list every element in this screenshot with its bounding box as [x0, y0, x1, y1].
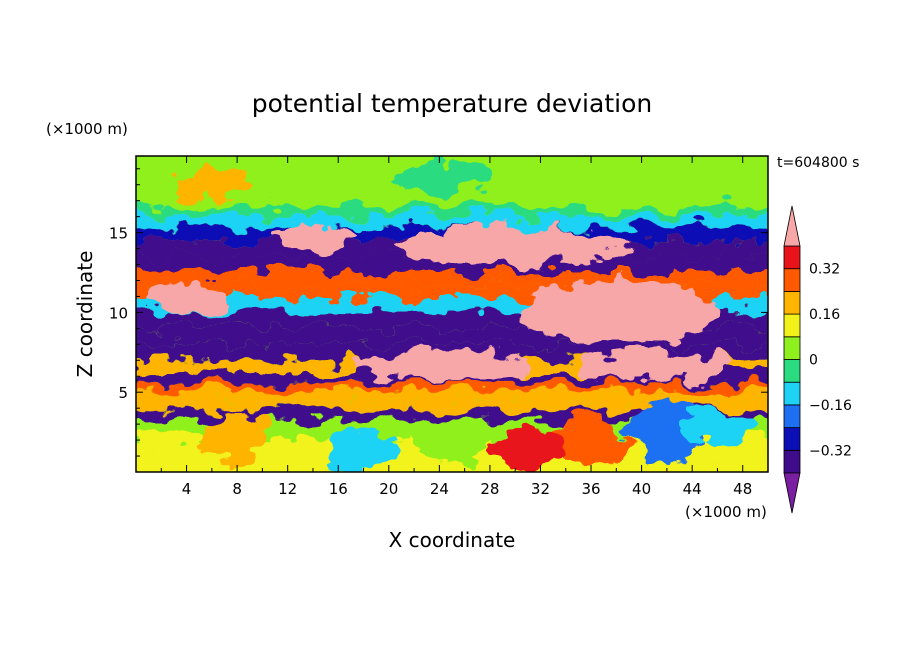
- colorbar-swatch: [783, 449, 801, 474]
- colorbar-label: −0.32: [809, 443, 852, 459]
- colorbar: 0.32 0.16 0 −0.16 −0.32: [783, 205, 852, 514]
- x-tick-label: 20: [379, 480, 398, 498]
- contour-band: [136, 391, 768, 401]
- x-tick-label: 28: [480, 480, 499, 498]
- contour-band: [136, 286, 768, 299]
- x-tick-label: 48: [733, 480, 752, 498]
- contour-feature: [515, 280, 718, 345]
- contour-feature: [553, 414, 629, 466]
- contour-feature: [275, 223, 351, 249]
- contour-feature: [325, 428, 402, 468]
- x-tick-label: 32: [531, 480, 550, 498]
- x-tick-label: 8: [232, 480, 242, 498]
- contour-feature: [401, 224, 629, 267]
- colorbar-swatch: [783, 427, 801, 451]
- contour-feature: [679, 411, 756, 444]
- colorbar-swatch: [783, 336, 801, 360]
- colorbar-swatch: [783, 359, 801, 383]
- contour-band: [136, 400, 768, 410]
- contour-band: [136, 206, 768, 216]
- y-axis-label: Z coordinate: [73, 251, 97, 378]
- y-tick-label: 10: [109, 304, 128, 322]
- colorbar-label: 0.16: [809, 307, 840, 323]
- x-tick-label: 44: [683, 480, 702, 498]
- colorbar-swatch: [783, 381, 801, 406]
- contour-band: [136, 383, 768, 392]
- x-axis-label: X coordinate: [389, 528, 516, 552]
- x-tick-label: 24: [430, 480, 449, 498]
- colorbar-label: −0.16: [809, 398, 852, 414]
- plot-area: [136, 156, 768, 472]
- contour-feature: [489, 430, 566, 469]
- contour-band: [136, 215, 768, 227]
- colorbar-top-arrow: [783, 205, 801, 247]
- contour-feature: [628, 400, 705, 465]
- contour-feature: [578, 352, 731, 382]
- contour-band: [136, 256, 768, 273]
- contour-feature: [350, 352, 528, 382]
- x-tick-label: 36: [581, 480, 600, 498]
- contour-feature: [148, 282, 225, 311]
- y-tick-label: 5: [118, 384, 128, 402]
- y-tick-label: 15: [109, 225, 128, 243]
- contour-band: [136, 194, 768, 207]
- chart-title: potential temperature deviation: [252, 89, 652, 118]
- plot-frame: [135, 155, 769, 473]
- colorbar-swatch: [783, 313, 801, 338]
- contour-feature: [414, 419, 490, 461]
- colorbar-swatch: [783, 245, 801, 270]
- colorbar-label: 0: [809, 353, 818, 369]
- x-axis-unit: (×1000 m): [685, 503, 767, 521]
- contour-feature: [173, 168, 250, 201]
- colorbar-swatch: [783, 268, 801, 292]
- colorbar-bottom-arrow: [783, 472, 801, 514]
- y-axis-unit: (×1000 m): [46, 120, 128, 138]
- colorbar-label: 0.32: [809, 262, 840, 278]
- colorbar-swatch: [783, 290, 801, 315]
- x-tick-label: 16: [329, 480, 348, 498]
- x-tick-label: 12: [278, 480, 297, 498]
- x-tick-label: 4: [182, 480, 192, 498]
- contour-band: [136, 409, 768, 421]
- contour-feature: [388, 160, 490, 193]
- x-tick-label: 40: [632, 480, 651, 498]
- contour-feature: [205, 412, 269, 461]
- time-label: t=604800 s: [777, 155, 859, 171]
- colorbar-swatch: [783, 404, 801, 428]
